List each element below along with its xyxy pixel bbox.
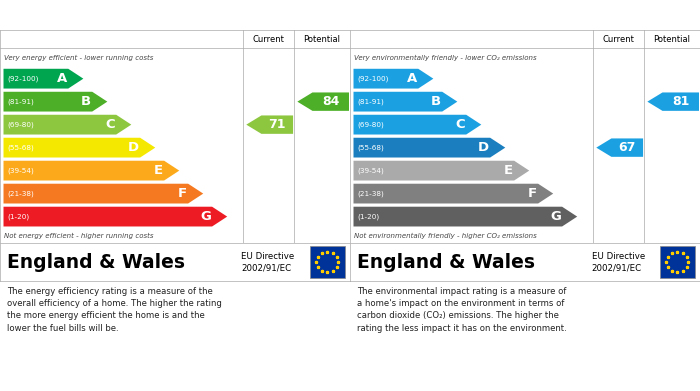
- Text: Very energy efficient - lower running costs: Very energy efficient - lower running co…: [4, 54, 153, 61]
- Text: (1-20): (1-20): [8, 213, 30, 220]
- Text: C: C: [456, 118, 465, 131]
- Polygon shape: [354, 115, 482, 135]
- Polygon shape: [596, 138, 643, 157]
- Text: 81: 81: [672, 95, 690, 108]
- Text: The environmental impact rating is a measure of
a home's impact on the environme: The environmental impact rating is a mea…: [357, 287, 567, 333]
- Polygon shape: [4, 69, 83, 88]
- Text: Current: Current: [603, 34, 635, 43]
- Bar: [659, 246, 694, 278]
- Text: G: G: [200, 210, 211, 223]
- Text: (39-54): (39-54): [8, 167, 34, 174]
- Text: 67: 67: [619, 141, 636, 154]
- Text: (55-68): (55-68): [8, 144, 34, 151]
- Text: F: F: [528, 187, 537, 200]
- Text: Not energy efficient - higher running costs: Not energy efficient - higher running co…: [4, 233, 153, 239]
- Text: England & Wales: England & Wales: [357, 253, 535, 271]
- Text: (1-20): (1-20): [358, 213, 380, 220]
- Polygon shape: [354, 69, 433, 88]
- Text: Current: Current: [253, 34, 285, 43]
- Text: (55-68): (55-68): [358, 144, 384, 151]
- Polygon shape: [4, 161, 179, 181]
- Polygon shape: [4, 92, 107, 111]
- Polygon shape: [4, 207, 228, 226]
- Text: (21-38): (21-38): [358, 190, 384, 197]
- Polygon shape: [354, 207, 578, 226]
- Polygon shape: [4, 184, 203, 203]
- Text: EU Directive
2002/91/EC: EU Directive 2002/91/EC: [241, 251, 295, 273]
- Text: (39-54): (39-54): [358, 167, 384, 174]
- Text: 84: 84: [322, 95, 340, 108]
- Polygon shape: [4, 138, 155, 158]
- Text: (69-80): (69-80): [358, 121, 384, 128]
- Polygon shape: [354, 92, 457, 111]
- Text: (81-91): (81-91): [8, 99, 34, 105]
- Text: (92-100): (92-100): [8, 75, 39, 82]
- Text: (69-80): (69-80): [8, 121, 34, 128]
- Text: Potential: Potential: [654, 34, 690, 43]
- Text: EU Directive
2002/91/EC: EU Directive 2002/91/EC: [592, 251, 645, 273]
- Text: The energy efficiency rating is a measure of the
overall efficiency of a home. T: The energy efficiency rating is a measur…: [7, 287, 222, 333]
- Text: A: A: [407, 72, 417, 85]
- Text: England & Wales: England & Wales: [7, 253, 185, 271]
- Polygon shape: [298, 92, 349, 111]
- Text: C: C: [106, 118, 115, 131]
- Text: (21-38): (21-38): [8, 190, 34, 197]
- Polygon shape: [354, 184, 553, 203]
- Text: (92-100): (92-100): [358, 75, 389, 82]
- Polygon shape: [354, 138, 505, 158]
- Text: D: D: [128, 141, 139, 154]
- Polygon shape: [354, 161, 529, 181]
- Text: B: B: [431, 95, 441, 108]
- Polygon shape: [648, 92, 699, 111]
- Text: Potential: Potential: [304, 34, 340, 43]
- Text: Not environmentally friendly - higher CO₂ emissions: Not environmentally friendly - higher CO…: [354, 233, 536, 239]
- Text: Very environmentally friendly - lower CO₂ emissions: Very environmentally friendly - lower CO…: [354, 54, 536, 61]
- Bar: [309, 246, 344, 278]
- Text: D: D: [478, 141, 489, 154]
- Text: Environmental Impact (CO₂) Rating: Environmental Impact (CO₂) Rating: [355, 9, 587, 23]
- Text: B: B: [81, 95, 91, 108]
- Text: Energy Efficiency Rating: Energy Efficiency Rating: [6, 9, 167, 23]
- Polygon shape: [4, 115, 132, 135]
- Text: E: E: [504, 164, 513, 177]
- Text: F: F: [178, 187, 187, 200]
- Text: A: A: [57, 72, 67, 85]
- Text: (81-91): (81-91): [358, 99, 384, 105]
- Polygon shape: [246, 115, 293, 134]
- Text: G: G: [550, 210, 561, 223]
- Text: E: E: [154, 164, 163, 177]
- Text: 71: 71: [269, 118, 286, 131]
